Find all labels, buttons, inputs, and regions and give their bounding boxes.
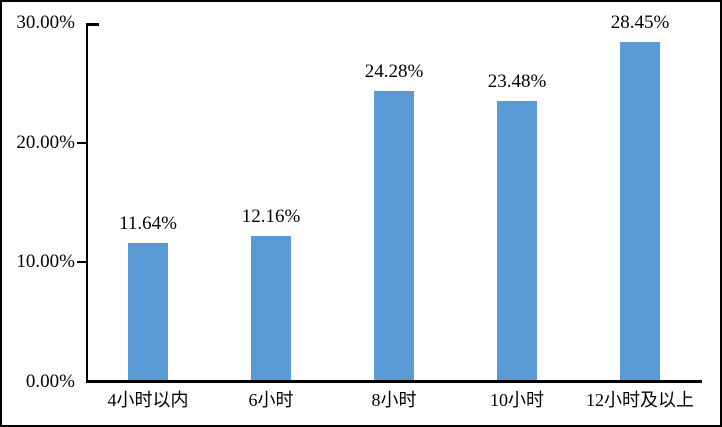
y-axis-tick-label: 20.00% <box>16 131 75 153</box>
bar <box>374 91 414 380</box>
y-axis-line <box>86 23 88 383</box>
bar <box>497 101 537 380</box>
x-axis-category-label: 12小时及以上 <box>586 390 694 410</box>
x-axis-category-label: 4小时以内 <box>107 390 189 410</box>
bar <box>251 236 291 380</box>
y-axis-tick <box>77 261 86 264</box>
bar-value-label: 23.48% <box>487 71 547 92</box>
bar-value-label: 24.28% <box>364 61 424 82</box>
y-axis-tick-label: 10.00% <box>16 251 75 273</box>
x-axis-category-label: 10小时 <box>490 390 544 410</box>
y-axis-top-tick <box>86 23 99 26</box>
y-axis-tick-label: 0.00% <box>25 371 75 392</box>
y-axis-tick-label: 30.00% <box>16 12 75 33</box>
bar <box>128 243 168 380</box>
x-axis-category-label: 6小时 <box>248 390 294 410</box>
bar-value-label: 11.64% <box>119 213 177 234</box>
bar <box>620 42 660 380</box>
y-axis-tick <box>77 141 86 144</box>
x-axis-category-label: 8小时 <box>371 390 417 410</box>
bar-value-label: 12.16% <box>241 206 301 227</box>
x-axis-line <box>86 380 702 383</box>
bar-value-label: 28.45% <box>610 12 670 33</box>
